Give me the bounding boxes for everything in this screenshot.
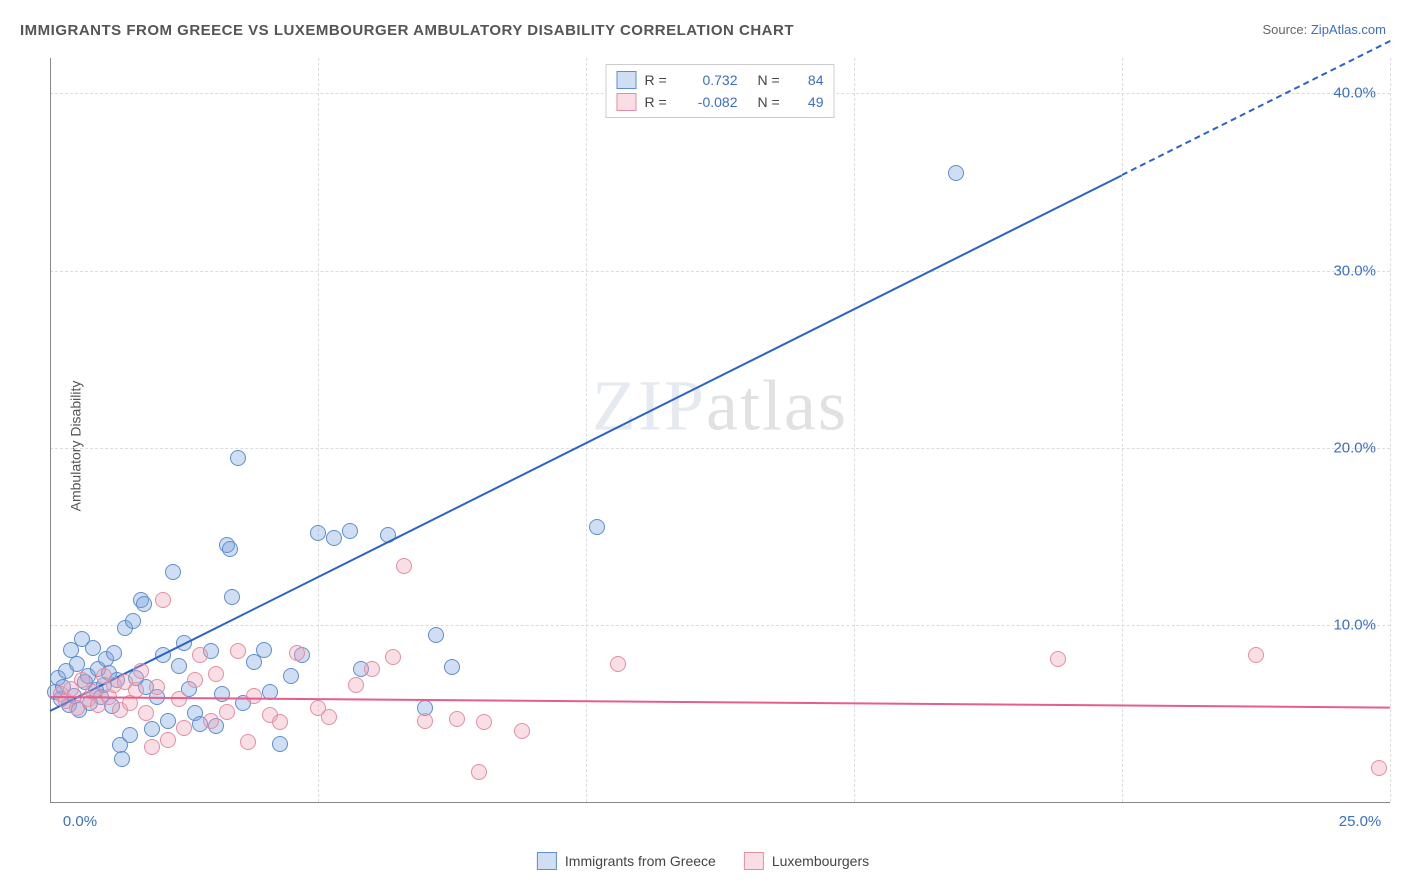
legend-swatch bbox=[537, 852, 557, 870]
source-link[interactable]: ZipAtlas.com bbox=[1311, 22, 1386, 37]
x-axis bbox=[50, 802, 1390, 803]
legend-label: Luxembourgers bbox=[772, 853, 869, 869]
data-point bbox=[208, 666, 224, 682]
y-tick-label: 30.0% bbox=[1333, 262, 1376, 279]
legend-swatch bbox=[617, 71, 637, 89]
y-tick-label: 10.0% bbox=[1333, 616, 1376, 633]
data-point bbox=[149, 679, 165, 695]
data-point bbox=[114, 751, 130, 767]
legend-row: R = 0.732 N = 84 bbox=[617, 69, 824, 91]
data-point bbox=[160, 732, 176, 748]
gridline-vertical bbox=[854, 58, 855, 802]
n-label: N = bbox=[758, 94, 788, 110]
series-legend: Immigrants from Greece Luxembourgers bbox=[537, 852, 869, 870]
data-point bbox=[272, 714, 288, 730]
data-point bbox=[122, 727, 138, 743]
data-point bbox=[222, 541, 238, 557]
legend-item: Luxembourgers bbox=[744, 852, 869, 870]
data-point bbox=[187, 672, 203, 688]
data-point bbox=[348, 677, 364, 693]
data-point bbox=[171, 658, 187, 674]
data-point bbox=[219, 704, 235, 720]
gridline-vertical bbox=[1390, 58, 1391, 802]
n-label: N = bbox=[758, 72, 788, 88]
data-point bbox=[417, 713, 433, 729]
data-point bbox=[125, 613, 141, 629]
data-point bbox=[192, 647, 208, 663]
data-point bbox=[444, 659, 460, 675]
data-point bbox=[165, 564, 181, 580]
source-attribution: Source: ZipAtlas.com bbox=[1262, 22, 1386, 37]
data-point bbox=[246, 688, 262, 704]
data-point bbox=[428, 627, 444, 643]
data-point bbox=[171, 691, 187, 707]
legend-row: R = -0.082 N = 49 bbox=[617, 91, 824, 113]
trend-line bbox=[1122, 40, 1391, 176]
n-value: 49 bbox=[796, 94, 824, 110]
n-value: 84 bbox=[796, 72, 824, 88]
x-tick-label: 25.0% bbox=[1339, 813, 1382, 830]
data-point bbox=[589, 519, 605, 535]
chart-plot-area: ZIPatlas 10.0%20.0%30.0%40.0%0.0%25.0% R… bbox=[50, 58, 1390, 832]
data-point bbox=[326, 530, 342, 546]
legend-swatch bbox=[617, 93, 637, 111]
data-point bbox=[144, 739, 160, 755]
legend-swatch bbox=[744, 852, 764, 870]
data-point bbox=[133, 663, 149, 679]
data-point bbox=[514, 723, 530, 739]
data-point bbox=[230, 450, 246, 466]
data-point bbox=[289, 645, 305, 661]
data-point bbox=[610, 656, 626, 672]
chart-title: IMMIGRANTS FROM GREECE VS LUXEMBOURGER A… bbox=[20, 22, 794, 39]
plot-canvas: 10.0% 20.0% 30.0% 40.0% 0.0% 25.0% bbox=[50, 58, 1390, 832]
data-point bbox=[176, 720, 192, 736]
data-point bbox=[342, 523, 358, 539]
data-point bbox=[449, 711, 465, 727]
correlation-legend: R = 0.732 N = 84 R = -0.082 N = 49 bbox=[606, 64, 835, 118]
data-point bbox=[1248, 647, 1264, 663]
r-label: R = bbox=[645, 94, 675, 110]
data-point bbox=[256, 642, 272, 658]
data-point bbox=[310, 525, 326, 541]
data-point bbox=[240, 734, 256, 750]
r-value: -0.082 bbox=[683, 94, 738, 110]
data-point bbox=[136, 596, 152, 612]
data-point bbox=[230, 643, 246, 659]
r-label: R = bbox=[645, 72, 675, 88]
legend-label: Immigrants from Greece bbox=[565, 853, 716, 869]
data-point bbox=[396, 558, 412, 574]
y-tick-label: 20.0% bbox=[1333, 439, 1376, 456]
r-value: 0.732 bbox=[683, 72, 738, 88]
gridline-vertical bbox=[586, 58, 587, 802]
data-point bbox=[283, 668, 299, 684]
gridline-horizontal bbox=[50, 448, 1390, 449]
data-point bbox=[948, 165, 964, 181]
legend-item: Immigrants from Greece bbox=[537, 852, 716, 870]
data-point bbox=[321, 709, 337, 725]
data-point bbox=[272, 736, 288, 752]
data-point bbox=[476, 714, 492, 730]
data-point bbox=[1050, 651, 1066, 667]
data-point bbox=[106, 645, 122, 661]
data-point bbox=[385, 649, 401, 665]
gridline-horizontal bbox=[50, 271, 1390, 272]
data-point bbox=[138, 705, 154, 721]
y-tick-label: 40.0% bbox=[1333, 85, 1376, 102]
data-point bbox=[214, 686, 230, 702]
gridline-horizontal bbox=[50, 625, 1390, 626]
data-point bbox=[155, 592, 171, 608]
data-point bbox=[144, 721, 160, 737]
data-point bbox=[160, 713, 176, 729]
x-tick-label: 0.0% bbox=[63, 813, 97, 830]
gridline-vertical bbox=[1122, 58, 1123, 802]
gridline-vertical bbox=[318, 58, 319, 802]
data-point bbox=[1371, 760, 1387, 776]
data-point bbox=[224, 589, 240, 605]
source-label: Source: bbox=[1262, 22, 1310, 37]
data-point bbox=[471, 764, 487, 780]
data-point bbox=[364, 661, 380, 677]
data-point bbox=[203, 713, 219, 729]
